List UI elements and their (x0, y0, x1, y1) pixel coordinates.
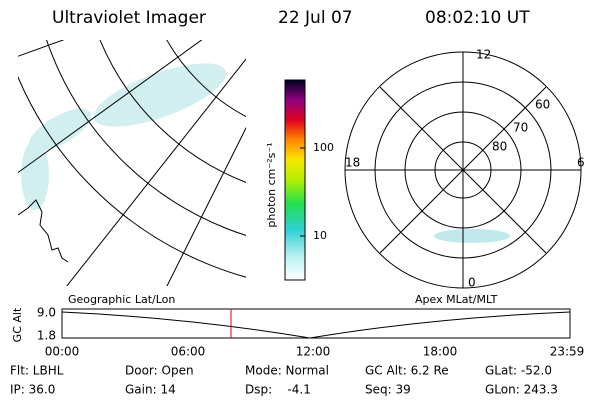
mlt-label: 6 (577, 156, 585, 170)
info-field: Seq: 39 (365, 383, 411, 397)
info-field: IP: 36.0 (10, 383, 55, 397)
time: 08:02:10 UT (425, 8, 530, 28)
polar-axis (379, 86, 547, 254)
info-field: Door: Open (125, 364, 194, 378)
panel-label: Apex MLat/MLT (415, 293, 498, 306)
orbit-xtick-label: 18:00 (423, 345, 458, 359)
colorbar-label: photon cm⁻²s⁻¹ (265, 142, 278, 227)
orbit-xtick-label: 00:00 (45, 345, 80, 359)
panel-label: Geographic Lat/Lon (68, 293, 175, 306)
aurora-emission (21, 63, 227, 210)
orbit-ytick-label: 9.0 (37, 306, 56, 320)
lat-label: 80 (492, 140, 507, 154)
polar-plot (344, 51, 582, 289)
lon-line (66, 58, 246, 286)
info-panel: Flt: LBHL Door: Open Mode: Normal GC Alt: 6… (10, 364, 558, 397)
info-field: GLat: -52.0 (485, 364, 552, 378)
orbit-altitude-curve (61, 311, 571, 339)
orbit-xtick-label: 12:00 (296, 345, 331, 359)
orbit-ytick-label: 1.8 (37, 329, 56, 343)
info-field: Flt: LBHL (10, 364, 64, 378)
coastline (18, 199, 69, 263)
lon-line (18, 40, 203, 174)
info-field: Mode: Normal (245, 364, 329, 378)
mlt-label: 18 (345, 156, 360, 170)
lat-label: 60 (535, 98, 550, 112)
info-field: GC Alt: 6.2 Re (365, 364, 449, 378)
info-field: GLon: 243.3 (485, 383, 558, 397)
colorbar-tick-label: 10 (313, 229, 327, 242)
orbit-ylabel: GC Alt (11, 307, 24, 342)
aurora-emission (434, 229, 510, 243)
lon-line (18, 40, 65, 57)
colorbar (284, 79, 306, 281)
info-field: Dsp: -4.1 (245, 383, 311, 397)
title: Ultraviolet Imager (52, 8, 206, 28)
lat-label: 70 (513, 121, 528, 135)
lon-line (166, 126, 246, 286)
date: 22 Jul 07 (278, 8, 353, 28)
orbit-xtick-label: 06:00 (171, 345, 206, 359)
mlt-label: 0 (468, 276, 476, 290)
orbit-frame (61, 308, 571, 339)
mlt-label: 12 (476, 48, 491, 62)
info-field: Gain: 14 (125, 383, 176, 397)
orbit-xtick-label: 23:59 (550, 345, 585, 359)
geo-map (18, 40, 246, 286)
colorbar-tick-label: 100 (313, 141, 334, 154)
